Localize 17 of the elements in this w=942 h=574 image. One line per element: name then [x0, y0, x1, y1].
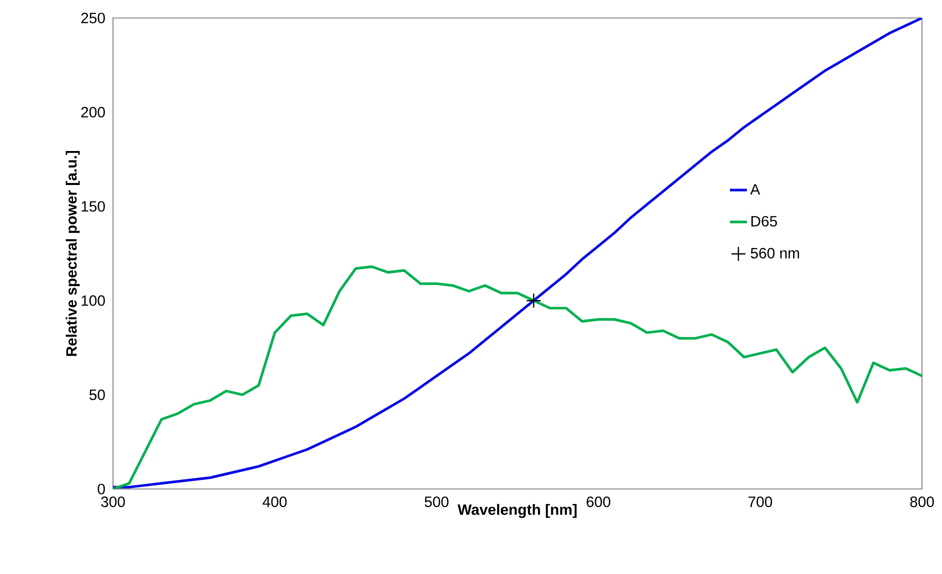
x-tick-label: 500: [424, 496, 448, 508]
x-tick-label: 800: [910, 496, 934, 508]
x-axis-title: Wavelength [nm]: [458, 504, 577, 518]
x-tick-label: 700: [748, 496, 772, 508]
y-tick-label: 50: [89, 390, 105, 400]
legend-label: D65: [751, 216, 777, 227]
x-tick-label: 300: [101, 496, 125, 508]
x-tick-label: 600: [586, 496, 610, 508]
y-tick-label: 0: [98, 484, 105, 494]
y-tick-label: 100: [82, 295, 105, 306]
legend-label: 560 nm: [750, 248, 800, 258]
y-tick-label: 250: [81, 12, 105, 24]
y-axis-title: Relative spectral power [a.u.]: [66, 150, 80, 356]
y-tick-label: 150: [82, 201, 105, 212]
y-tick-label: 200: [81, 106, 105, 118]
legend-label: A: [750, 184, 760, 194]
x-tick-label: 400: [262, 496, 287, 508]
